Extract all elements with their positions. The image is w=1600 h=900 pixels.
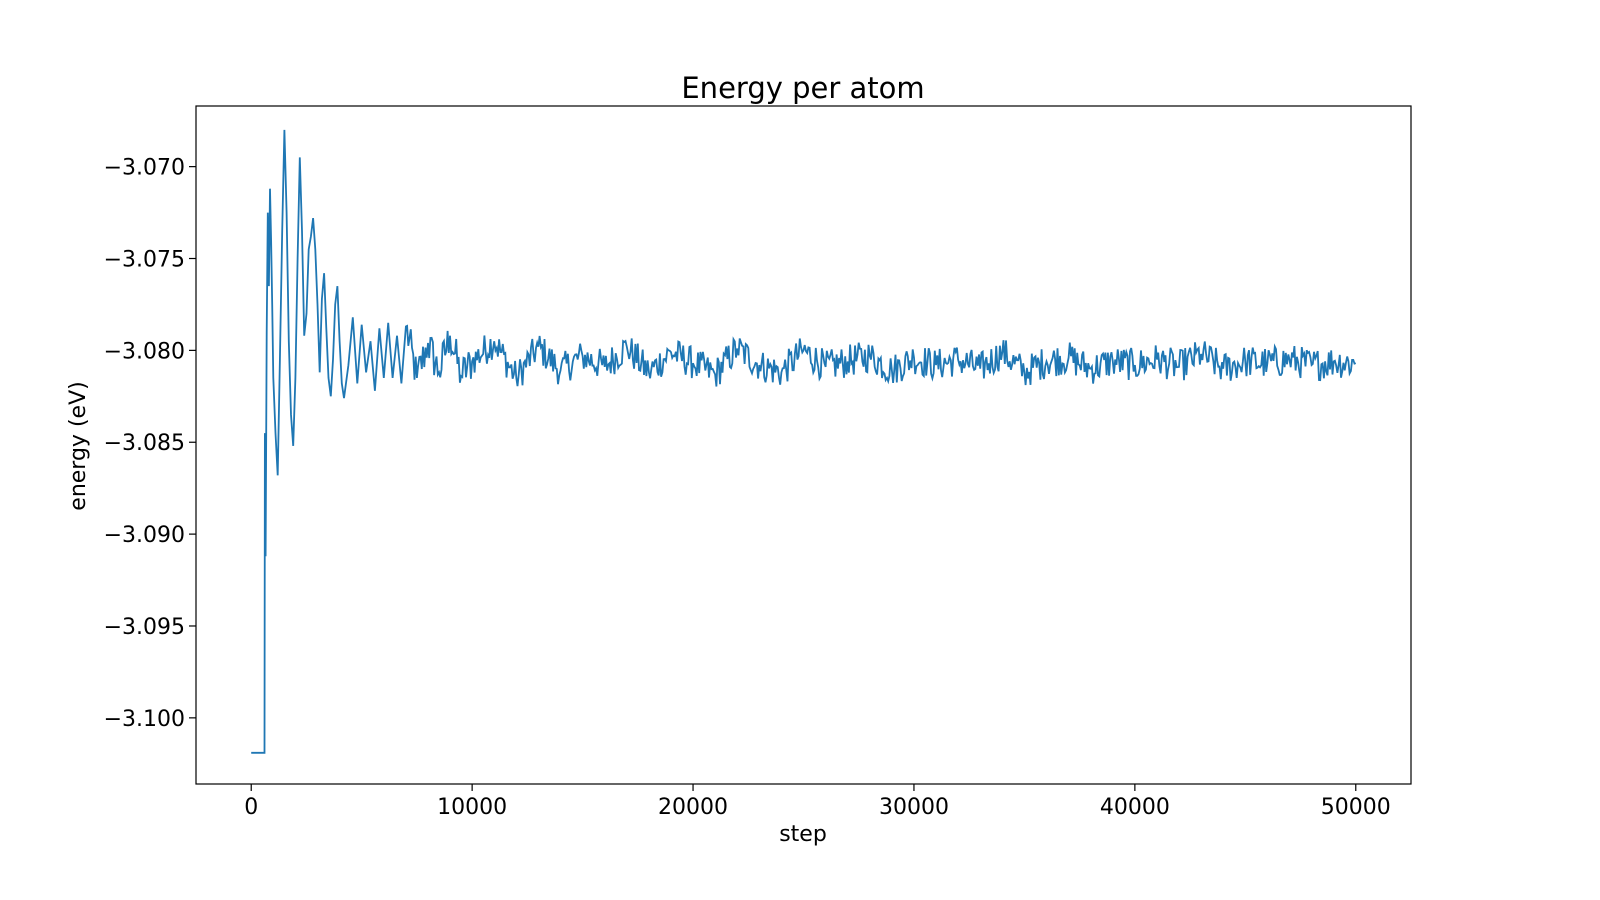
y-tick-label: −3.075 (104, 248, 185, 273)
x-tick-label: 30000 (879, 795, 949, 820)
y-axis-label: energy (eV) (66, 381, 91, 510)
y-tick-label: −3.100 (104, 707, 185, 732)
y-tick-label: −3.070 (104, 156, 185, 181)
x-tick-label: 50000 (1321, 795, 1391, 820)
x-axis-label: step (779, 822, 827, 847)
y-axis: −3.070 −3.075 −3.080 −3.085 −3.090 −3.095 −3.1… (104, 156, 196, 732)
chart-title: Energy per atom (681, 71, 924, 105)
plot-area (251, 129, 1357, 754)
x-tick-label: 10000 (437, 795, 507, 820)
plot-frame (195, 105, 1412, 785)
x-tick-label: 40000 (1100, 795, 1170, 820)
y-tick-label: −3.090 (104, 523, 185, 548)
y-tick-label: −3.095 (104, 615, 185, 640)
x-tick-label: 0 (244, 795, 258, 820)
x-axis: 0 10000 20000 30000 40000 50000 (244, 784, 1391, 820)
series-line-energy (251, 129, 1357, 754)
y-tick-label: −3.080 (104, 339, 185, 364)
x-tick-label: 20000 (658, 795, 728, 820)
y-tick-label: −3.085 (104, 431, 185, 456)
